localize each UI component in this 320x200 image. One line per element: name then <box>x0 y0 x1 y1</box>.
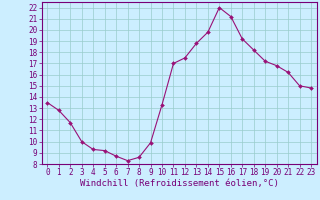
X-axis label: Windchill (Refroidissement éolien,°C): Windchill (Refroidissement éolien,°C) <box>80 179 279 188</box>
